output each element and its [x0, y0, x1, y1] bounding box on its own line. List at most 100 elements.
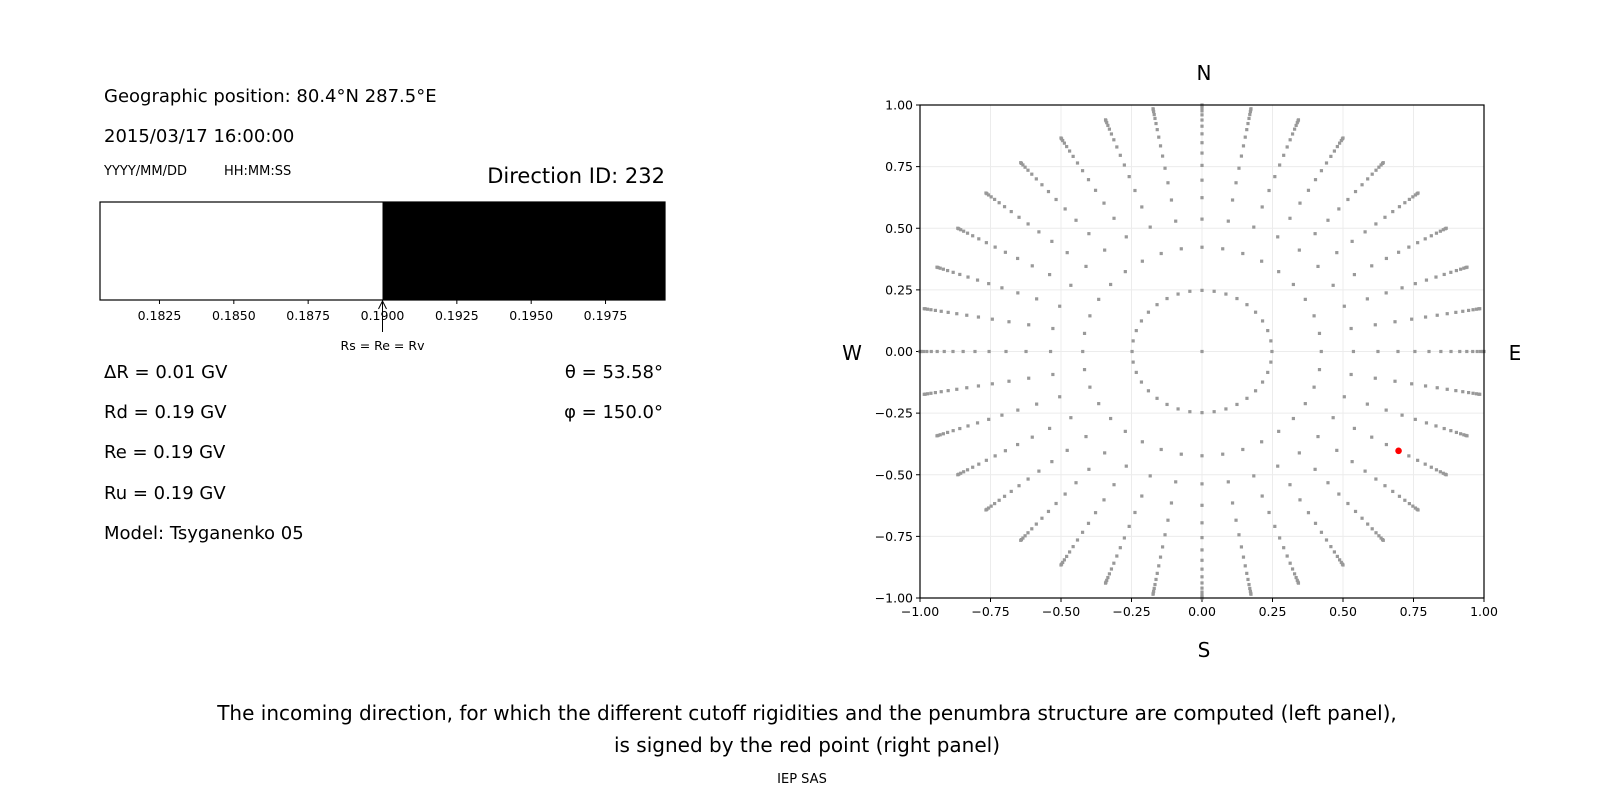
direction-point	[1400, 286, 1404, 290]
direction-point	[1291, 416, 1295, 421]
direction-point	[1465, 349, 1469, 354]
direction-point	[1054, 501, 1058, 506]
direction-point	[1383, 484, 1387, 488]
direction-point	[1397, 205, 1402, 209]
direction-point	[971, 234, 975, 238]
direction-point	[1030, 172, 1034, 176]
date-format-hint: YYYY/MM/DD	[104, 164, 187, 179]
direction-point	[938, 433, 942, 437]
direction-point	[1290, 567, 1295, 571]
direction-point	[1411, 504, 1415, 508]
direction-point	[1109, 282, 1113, 287]
direction-point	[987, 349, 991, 354]
direction-point	[1103, 248, 1107, 252]
direction-point	[1260, 205, 1264, 209]
direction-point	[1435, 313, 1439, 317]
direction-point	[1285, 554, 1289, 558]
direction-point	[1037, 469, 1041, 473]
direction-point	[966, 424, 970, 428]
direction-point	[922, 392, 926, 396]
direction-point	[1037, 230, 1041, 234]
direction-point	[958, 272, 962, 277]
direction-point	[1471, 391, 1475, 395]
direction-point	[1153, 116, 1157, 121]
direction-point	[1034, 177, 1038, 181]
direction-point	[1370, 264, 1374, 268]
direction-point	[1124, 235, 1128, 239]
direction-point	[1462, 266, 1466, 270]
direction-point	[1245, 571, 1249, 575]
direction-point	[1179, 247, 1183, 251]
direction-point	[1427, 349, 1431, 354]
direction-point	[1252, 225, 1256, 229]
direction-point	[1416, 241, 1420, 245]
direction-point	[1146, 310, 1151, 314]
direction-point	[973, 349, 977, 354]
direction-point	[1465, 265, 1469, 269]
direction-point	[955, 312, 959, 316]
direction-point	[1429, 465, 1433, 469]
direction-point	[942, 349, 946, 354]
direction-point	[1176, 407, 1180, 411]
direction-point	[1241, 251, 1245, 256]
east-label: E	[1508, 341, 1522, 365]
direction-point	[1109, 567, 1114, 571]
direction-point	[1200, 567, 1204, 571]
direction-point	[1046, 189, 1051, 194]
direction-point	[1102, 498, 1106, 502]
direction-point	[993, 245, 997, 249]
direction-point	[1166, 518, 1170, 522]
direction-point	[929, 391, 933, 395]
direction-point	[1071, 154, 1075, 158]
direction-point	[1296, 118, 1301, 122]
direction-point	[1366, 522, 1370, 526]
direction-point	[1277, 429, 1281, 433]
direction-point	[935, 349, 939, 354]
direction-point	[1082, 368, 1087, 372]
direction-point	[1397, 494, 1402, 498]
direction-point	[1423, 315, 1428, 319]
direction-point	[1248, 112, 1252, 117]
direction-point	[1298, 201, 1302, 205]
direction-point	[1027, 323, 1031, 327]
selected-direction-point	[1395, 447, 1402, 455]
direction-point	[1112, 561, 1116, 565]
direction-point	[1026, 477, 1030, 481]
datetime: 2015/03/17 16:00:00	[104, 126, 295, 147]
direction-point	[1165, 402, 1169, 407]
direction-point	[938, 266, 942, 270]
direction-point	[1130, 349, 1134, 354]
direction-point	[1373, 376, 1377, 380]
direction-point	[1061, 138, 1065, 143]
direction-point	[993, 502, 997, 506]
direction-point	[1003, 449, 1008, 453]
direction-point	[951, 429, 955, 433]
west-label: W	[842, 341, 862, 365]
direction-point	[1413, 193, 1418, 197]
credit-label: IEP SAS	[777, 772, 827, 787]
direction-point	[1332, 149, 1336, 153]
direction-scatter-chart: −1.00 −0.75 −0.50 −0.25 0.00 0.25 0.50 0.75 1.00…	[875, 98, 1498, 620]
direction-point	[1373, 323, 1377, 327]
direction-point	[1370, 527, 1374, 531]
direction-point	[1319, 349, 1323, 354]
direction-point	[1200, 482, 1204, 486]
direction-point	[1298, 498, 1302, 502]
direction-point	[1140, 440, 1144, 444]
direction-point	[1200, 245, 1204, 249]
direction-point	[975, 421, 980, 425]
direction-point	[1048, 349, 1053, 354]
direction-point	[1093, 188, 1098, 192]
direction-point	[1155, 571, 1159, 575]
direction-point	[1065, 144, 1069, 149]
direction-point	[1200, 586, 1204, 590]
direction-point	[1288, 483, 1292, 487]
direction-point	[984, 508, 988, 512]
direction-point	[1316, 264, 1320, 269]
direction-point	[976, 315, 981, 319]
direction-point	[1200, 124, 1204, 128]
direction-point	[1124, 464, 1128, 468]
direction-point	[1157, 135, 1161, 139]
direction-point	[1270, 349, 1274, 354]
direction-point	[1413, 506, 1418, 510]
